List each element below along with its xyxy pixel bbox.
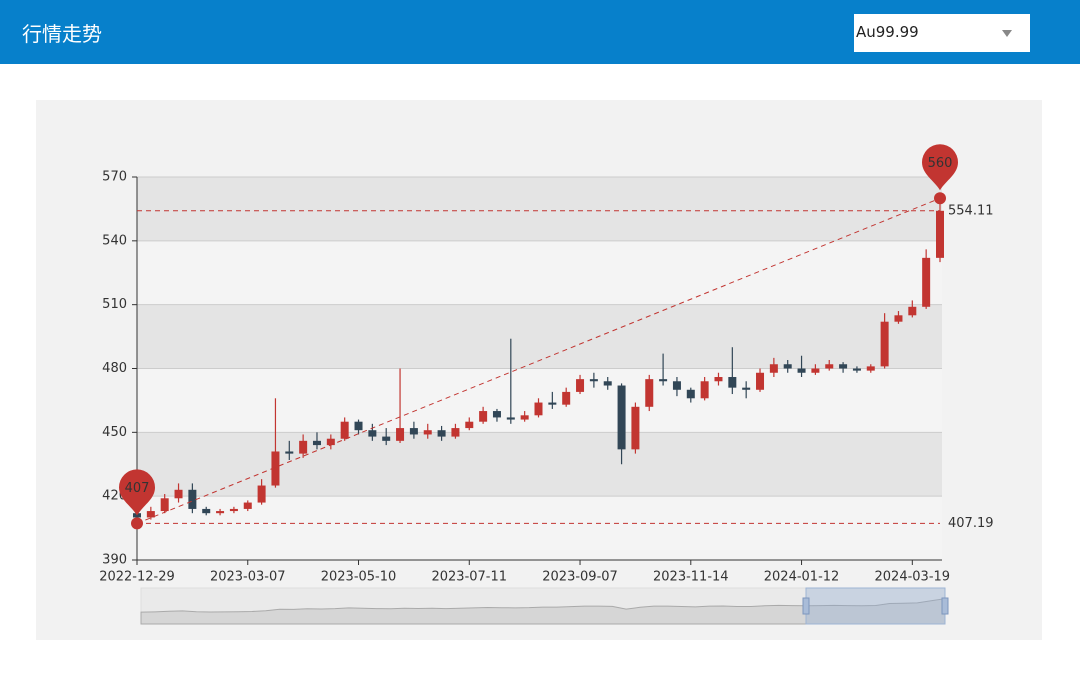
candle-body — [340, 421, 349, 439]
candle-body — [742, 387, 751, 390]
candle-body — [479, 411, 488, 422]
y-tick-label: 390 — [102, 553, 127, 568]
candle-body — [451, 428, 460, 437]
split-area — [137, 496, 942, 560]
candle-body — [825, 364, 834, 369]
candle-body — [368, 430, 377, 437]
split-area — [137, 432, 942, 497]
candle-body — [659, 379, 668, 382]
candle-body — [285, 451, 294, 454]
mark-point-label: 560 — [928, 156, 953, 171]
split-area — [137, 240, 942, 305]
y-tick-label: 540 — [102, 233, 127, 248]
candle-body — [506, 417, 515, 420]
candle-body — [382, 436, 391, 441]
candle-body — [216, 511, 225, 514]
candle-body — [299, 440, 308, 454]
zoom-preview — [140, 598, 946, 625]
candle-body — [631, 406, 640, 450]
candle-body — [866, 366, 875, 371]
mark-point-label: 407 — [125, 481, 150, 496]
candle-body — [603, 381, 612, 386]
mark-point-dot — [934, 192, 946, 205]
candle-body — [312, 440, 321, 446]
zoom-window — [805, 587, 946, 625]
candle-body — [423, 430, 432, 435]
y-tick-label: 570 — [102, 170, 127, 185]
candle-body — [326, 438, 335, 446]
candle-body — [243, 502, 252, 509]
candle-body — [880, 321, 889, 367]
candle-body — [354, 421, 363, 431]
x-tick-label: 2023-07-11 — [431, 570, 507, 585]
candle-body — [188, 489, 197, 509]
header: 行情走势 Au99.99 — [0, 0, 1080, 64]
candle-body — [728, 377, 737, 388]
x-tick-label: 2024-01-12 — [764, 570, 840, 585]
y-tick-label: 480 — [102, 361, 127, 376]
mark-point-dot — [131, 517, 143, 530]
candle-body — [589, 379, 598, 382]
split-area — [137, 368, 942, 433]
candle-body — [894, 315, 903, 322]
candle-body — [700, 381, 709, 399]
candle-body — [257, 485, 266, 503]
split-area — [137, 177, 942, 241]
candle-body — [409, 428, 418, 435]
header-title: 行情走势 — [22, 22, 102, 46]
candle-body — [714, 377, 723, 382]
candle-body — [202, 508, 211, 514]
candle-body — [672, 381, 681, 390]
select-value: Au99.99 — [856, 23, 919, 41]
candle-body — [160, 498, 169, 512]
candle-body — [465, 421, 474, 429]
candle-body — [936, 210, 944, 258]
x-tick-label: 2022-12-29 — [99, 570, 175, 585]
candle-body — [797, 368, 806, 373]
trend-line — [136, 197, 941, 524]
candle-body — [576, 379, 585, 392]
candle-body — [756, 372, 765, 390]
symbol-select[interactable]: Au99.99 — [854, 14, 1030, 52]
mark-point-pin — [119, 469, 155, 516]
candle-body — [492, 411, 501, 418]
candle-body — [437, 430, 446, 437]
x-tick-label: 2023-09-07 — [542, 570, 618, 585]
y-tick-label: 450 — [102, 425, 127, 440]
y-tick-label: 510 — [102, 297, 127, 312]
zoom-handle[interactable] — [941, 597, 949, 615]
candle-body — [839, 364, 848, 369]
candle-body — [783, 364, 792, 369]
candle-body — [271, 451, 280, 486]
candle-body — [548, 402, 557, 405]
candle-body — [229, 508, 238, 512]
split-area — [137, 304, 942, 369]
candle-body — [396, 428, 405, 441]
x-tick-label: 2024-03-19 — [875, 570, 951, 585]
candle-body — [617, 385, 626, 450]
candle-body — [562, 391, 571, 405]
candle-body — [908, 306, 917, 316]
candle-body — [852, 368, 861, 371]
candle-body — [520, 415, 529, 420]
mark-line-label: 407.19 — [948, 516, 994, 531]
mark-point-pin — [922, 144, 958, 191]
zoom-handle[interactable] — [802, 597, 810, 615]
x-tick-label: 2023-05-10 — [321, 570, 397, 585]
dropdown-arrow[interactable] — [1002, 30, 1012, 37]
mark-line-label: 554.11 — [948, 203, 994, 218]
candle-body — [769, 364, 778, 373]
candle-body — [811, 368, 820, 373]
x-tick-label: 2023-03-07 — [210, 570, 286, 585]
x-tick-label: 2023-11-14 — [653, 570, 729, 585]
candle-body — [645, 379, 654, 407]
candle-body — [534, 402, 543, 416]
candle-body — [146, 511, 155, 518]
candle-body — [922, 257, 931, 307]
candle-body — [686, 389, 695, 399]
candle-body — [174, 489, 183, 499]
